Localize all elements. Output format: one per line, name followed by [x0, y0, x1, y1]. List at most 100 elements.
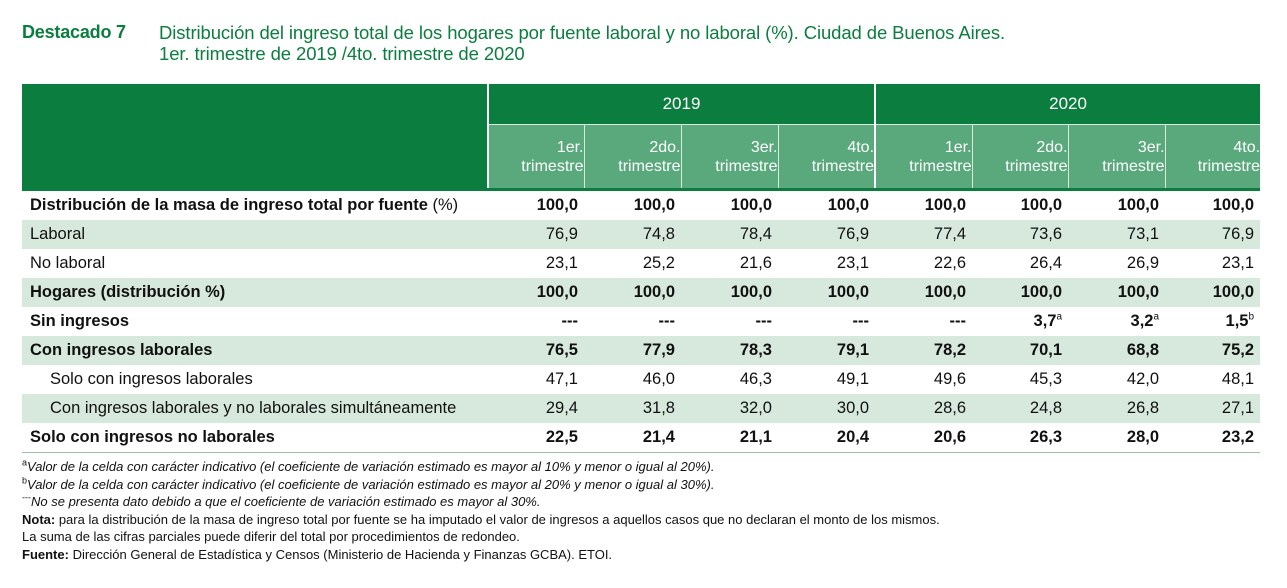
title-line-2: 1er. trimestre de 2019 /4to. trimestre d…: [159, 43, 525, 64]
table-cell: 74,8: [584, 220, 681, 249]
table-row: Solo con ingresos no laborales 22,5 21,4 21…: [22, 423, 1261, 453]
table-cell: 20,6: [875, 423, 973, 453]
table-cell: 100,0: [1068, 188, 1166, 220]
table-cell: 21,1: [681, 423, 778, 453]
table-cell: 22,5: [488, 423, 584, 453]
table-body: Distribución de la masa de ingreso total…: [22, 188, 1261, 453]
table-row: No laboral 23,1 25,2 21,6 23,1 22,6 26,4 26,9 23…: [22, 249, 1260, 278]
table-cell: 45,3: [1029, 370, 1063, 388]
table-cell: 49,6: [933, 370, 967, 388]
table-cell: ---: [755, 312, 772, 330]
header-blank-cell: [22, 84, 488, 190]
table-cell: 47,1: [545, 370, 578, 388]
row-label: Sin ingresos: [30, 312, 130, 330]
table-cell: 70,1: [972, 336, 1069, 365]
header: Destacado 7 Distribución del ingreso tot…: [22, 18, 1272, 74]
income-distribution-table: 2019 2020 1er. trimestre 2do. trimestre 3e…: [22, 84, 1261, 453]
row-label: Solo con ingresos no laborales: [22, 423, 488, 453]
table-cell: 100,0: [488, 278, 584, 307]
table-cell: 100,0: [584, 188, 681, 220]
row-label: Solo con ingresos laborales: [50, 370, 253, 388]
table-cell: 73,6: [972, 220, 1069, 249]
table-cell: 42,0: [1126, 370, 1160, 388]
table-cell: 23,1: [1221, 254, 1255, 272]
row-label: Distribución de la masa de ingreso total…: [22, 188, 488, 220]
table-row: Con ingresos laborales y no laborales si…: [22, 394, 1261, 423]
quarter-header: 1er. trimestre: [487, 124, 584, 190]
table-cell: 100,0: [681, 278, 778, 307]
table-row: Con ingresos laborales 76,5 77,9 78,3 79,1 78…: [22, 336, 1261, 365]
table-cell: 100,0: [1165, 278, 1261, 307]
table-cell: 100,0: [875, 278, 973, 307]
table-cell: 30,0: [778, 394, 876, 423]
quarter-header-row: 1er. trimestre 2do. trimestre 3er. trimestr…: [22, 124, 1261, 190]
row-label: Con ingresos laborales y no laborales si…: [22, 394, 488, 423]
table-row: Hogares (distribución %) 100,0 100,0 100,0 1…: [22, 278, 1261, 307]
table-cell: 26,9: [1126, 254, 1160, 272]
table-cell: 100,0: [778, 188, 876, 220]
table-cell: ---: [949, 312, 967, 330]
table-cell: 49,1: [836, 370, 870, 388]
table-cell: 100,0: [488, 188, 584, 220]
footnote-nota: Nota: para la distribución de la masa de…: [22, 511, 940, 527]
table-cell: 76,9: [1165, 220, 1261, 249]
table-cell: 100,0: [584, 278, 681, 307]
quarter-header: 1er. trimestre: [874, 124, 973, 190]
table-cell: 100,0: [1165, 188, 1261, 220]
footnote-rounding: La suma de las cifras parciales puede di…: [22, 529, 520, 545]
table-cell: 46,0: [642, 370, 675, 388]
year-header-row: 2019 2020: [22, 84, 1261, 190]
footnote-marker: b: [1248, 311, 1255, 323]
table-cell: 3,2a: [1130, 311, 1160, 330]
table-cell: 26,3: [972, 423, 1069, 453]
quarter-header: 4to. trimestre: [1164, 124, 1261, 190]
table-cell: 100,0: [778, 278, 876, 307]
table-row: Sin ingresos --- --- --- --- --- 3,7a 3,2a 1,5b: [22, 307, 1260, 336]
table-cell: 46,3: [739, 370, 772, 388]
table-cell: 32,0: [681, 394, 778, 423]
highlight-tag: Destacado 7: [22, 22, 126, 42]
table-cell: 78,3: [681, 336, 778, 365]
table-cell: 20,4: [778, 423, 876, 453]
table-cell: 22,6: [933, 254, 967, 272]
table-cell: 77,4: [875, 220, 973, 249]
table-cell: 28,0: [1068, 423, 1166, 453]
table-cell: ---: [658, 312, 675, 330]
table-cell: 78,2: [875, 336, 973, 365]
table-cell: 48,1: [1221, 370, 1255, 388]
table-cell: 78,4: [681, 220, 778, 249]
table-cell: 31,8: [584, 394, 681, 423]
table-cell: 21,4: [584, 423, 681, 453]
row-label: Con ingresos laborales: [22, 336, 488, 365]
quarter-header: 2do. trimestre: [583, 124, 681, 190]
table-cell: ---: [852, 312, 870, 330]
table-cell: 23,1: [545, 254, 578, 272]
table-cell: 28,6: [875, 394, 973, 423]
table-cell: 100,0: [972, 188, 1069, 220]
quarter-header: 2do. trimestre: [971, 124, 1069, 190]
footnote-b: bValor de la celda con carácter indicati…: [22, 475, 715, 492]
table-cell: 21,6: [739, 254, 772, 272]
row-label: Laboral: [22, 220, 488, 249]
table-cell: 73,1: [1068, 220, 1166, 249]
table-cell: 68,8: [1068, 336, 1166, 365]
table-cell: 100,0: [875, 188, 973, 220]
table-row: Solo con ingresos laborales 47,1 46,0 46,3 4…: [22, 365, 1260, 394]
table-cell: 3,7a: [1033, 311, 1063, 330]
quarter-header: 3er. trimestre: [680, 124, 778, 190]
footnote-a: aValor de la celda con carácter indicati…: [22, 457, 715, 474]
table-cell: 76,9: [488, 220, 584, 249]
table-cell: 76,5: [488, 336, 584, 365]
table-cell: 27,1: [1165, 394, 1261, 423]
table-cell: 100,0: [681, 188, 778, 220]
table-cell: 75,2: [1165, 336, 1261, 365]
table-cell: 79,1: [778, 336, 876, 365]
table-cell: 26,8: [1068, 394, 1166, 423]
table-row: Distribución de la masa de ingreso total…: [22, 188, 1261, 220]
table-cell: 26,4: [1029, 254, 1063, 272]
row-label: Hogares (distribución %): [22, 278, 488, 307]
title-line-1: Distribución del ingreso total de los ho…: [159, 22, 1006, 43]
table-cell: 23,2: [1165, 423, 1261, 453]
footnotes: aValor de la celda con carácter indicati…: [22, 458, 940, 564]
footnote-marker: a: [1056, 311, 1063, 323]
